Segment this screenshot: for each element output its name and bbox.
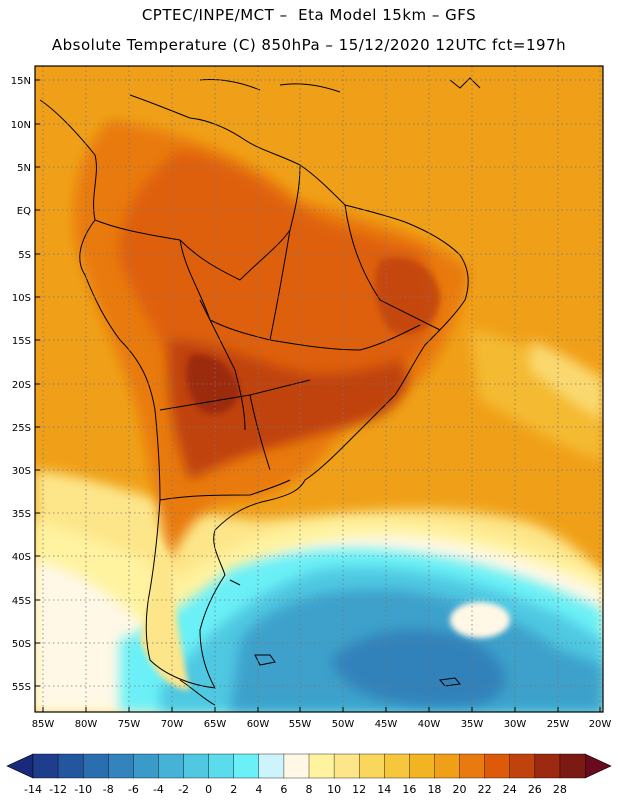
colorbar-label: 28 — [553, 783, 567, 796]
colorbar-high-arrow — [584, 753, 612, 779]
lon-label: 25W — [547, 719, 570, 730]
colorbar-cell — [534, 753, 561, 779]
lon-label: 65W — [204, 719, 227, 730]
colorbar-label: 6 — [280, 783, 287, 796]
colorbar-cell — [434, 753, 461, 779]
colorbar-cell — [384, 753, 410, 779]
lat-label: EQ — [17, 206, 31, 217]
colorbar-low-arrow — [6, 753, 34, 779]
colorbar-cell — [459, 753, 486, 779]
colorbar-label: 2 — [230, 783, 237, 796]
lon-label: 35W — [461, 719, 484, 730]
colorbar-cell — [409, 753, 435, 779]
temperature-field — [35, 66, 603, 712]
colorbar-cell — [158, 753, 185, 779]
lat-label: 10N — [11, 120, 31, 131]
colorbar-cell — [233, 753, 260, 779]
colorbar-label: -6 — [128, 783, 139, 796]
colorbar-label: 26 — [528, 783, 542, 796]
colorbar-label: -4 — [153, 783, 164, 796]
graticule — [35, 66, 603, 712]
lon-label: 70W — [161, 719, 184, 730]
lat-label: 30S — [12, 466, 31, 477]
colorbar-label: 18 — [427, 783, 441, 796]
map-title-line2: Absolute Temperature (C) 850hPa – 15/12/… — [51, 36, 567, 54]
colorbar-cell — [208, 753, 235, 779]
map-title-line1: CPTEC/INPE/MCT – Eta Model 15km – GFS — [141, 6, 477, 24]
colorbar-cell — [559, 753, 586, 779]
lat-label: 5S — [18, 250, 31, 261]
colorbar-cell — [57, 753, 84, 779]
lat-label: 5N — [17, 163, 31, 174]
lat-label: 45S — [12, 596, 31, 607]
lat-label: 15N — [11, 76, 31, 87]
colorbar-label: 16 — [402, 783, 416, 796]
colorbar-cell — [183, 753, 210, 779]
colorbar-label: 24 — [503, 783, 517, 796]
lon-label: 80W — [75, 719, 98, 730]
colorbar-cell — [32, 753, 59, 779]
colorbar-cell — [258, 753, 285, 779]
colorbar-cell — [509, 753, 536, 779]
colorbar-label: -8 — [103, 783, 114, 796]
map-frame — [34, 65, 604, 713]
lon-label: 50W — [332, 719, 355, 730]
colorbar-cell — [308, 753, 335, 779]
colorbar-cell — [133, 753, 159, 779]
lon-label: 85W — [32, 719, 55, 730]
colorbar-label: 10 — [327, 783, 341, 796]
lon-label: 40W — [418, 719, 441, 730]
lon-label: 20W — [589, 719, 612, 730]
colorbar-label: -14 — [24, 783, 42, 796]
colorbar-label: -12 — [49, 783, 67, 796]
colorbar-label: 22 — [478, 783, 492, 796]
lat-label: 10S — [12, 293, 31, 304]
colorbar-label: 20 — [453, 783, 467, 796]
colorbar-label: 12 — [352, 783, 366, 796]
colorbar-label: -2 — [178, 783, 189, 796]
lat-label: 35S — [12, 509, 31, 520]
lat-label: 25S — [12, 423, 31, 434]
colorbar: -14 -12 -10 -8 -6 -4 -2 0 2 4 6 8 10 12 14 16 18 20 22 24 26… — [6, 753, 612, 796]
colorbar-cell — [108, 753, 134, 779]
colorbar-cell — [484, 753, 511, 779]
lat-label: 15S — [12, 336, 31, 347]
colorbar-cell — [358, 753, 385, 779]
lat-label: 40S — [12, 552, 31, 563]
lon-label: 60W — [247, 719, 270, 730]
lat-label: 50S — [12, 639, 31, 650]
lat-label: 20S — [12, 380, 31, 391]
colorbar-label: 0 — [205, 783, 212, 796]
lon-label: 55W — [289, 719, 312, 730]
lon-label: 45W — [375, 719, 398, 730]
colorbar-cell — [283, 753, 310, 779]
colorbar-label: -10 — [74, 783, 92, 796]
colorbar-cell — [82, 753, 109, 779]
colorbar-label: 8 — [306, 783, 313, 796]
lon-label: 30W — [504, 719, 527, 730]
longitude-axis: 85W 80W 75W 70W 65W 60W 55W 50W 45W 40W … — [32, 707, 612, 730]
colorbar-label: 4 — [255, 783, 262, 796]
colorbar-label: 14 — [377, 783, 391, 796]
lon-label: 75W — [118, 719, 141, 730]
latitude-axis: 15N 10N 5N EQ 5S 10S 15S 20S 25S 30S 35S… — [11, 76, 40, 693]
lat-label: 55S — [12, 682, 31, 693]
colorbar-cell — [333, 753, 360, 779]
